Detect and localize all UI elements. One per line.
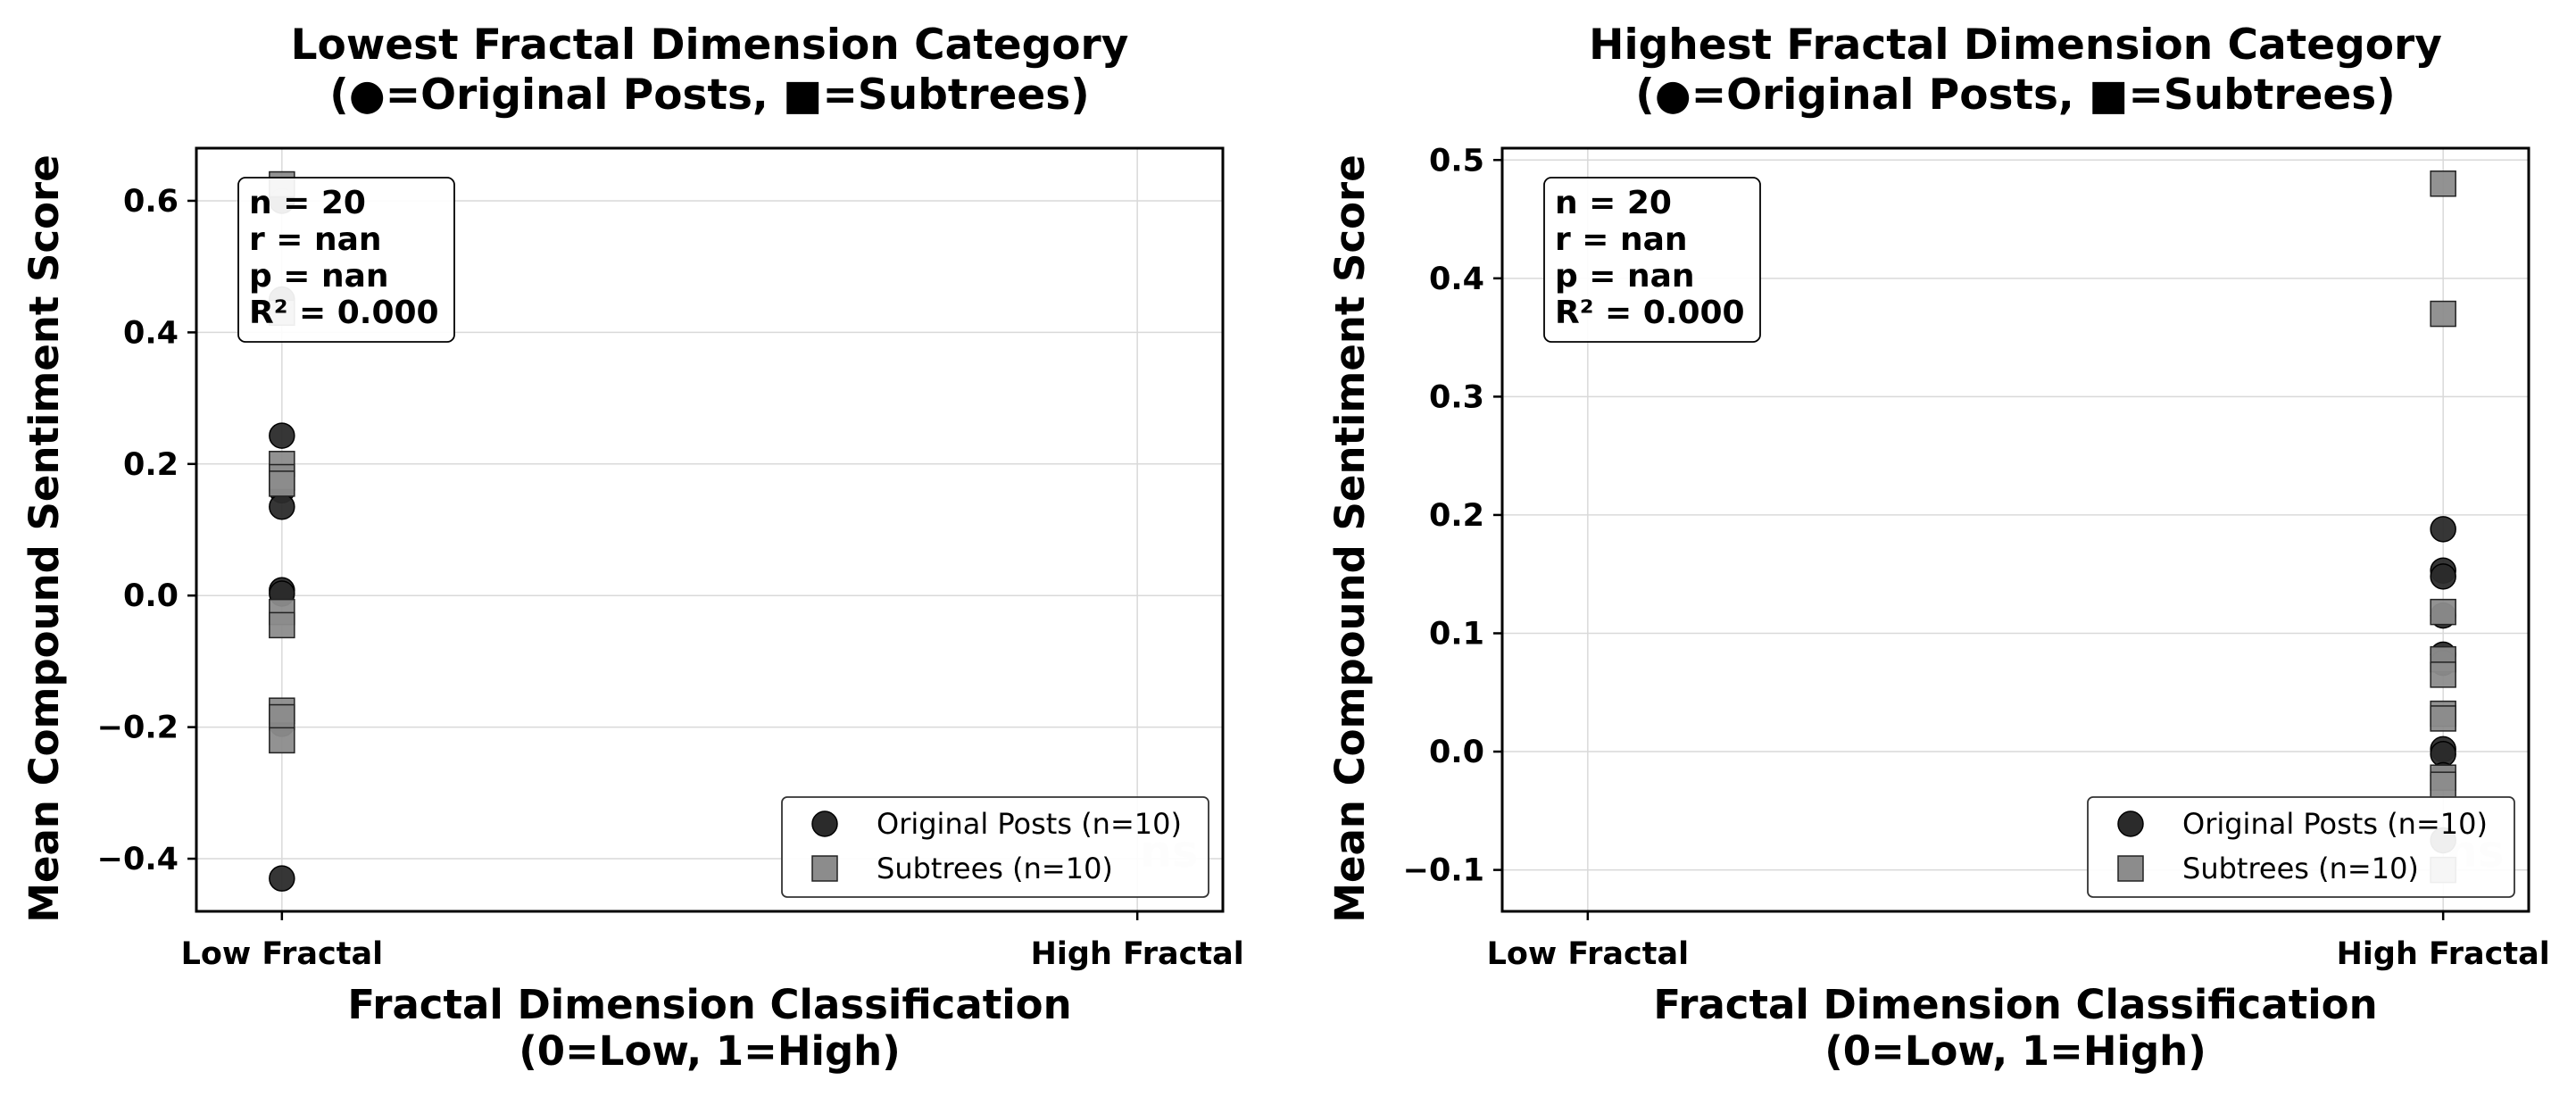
y-tick-label: −0.2	[97, 711, 179, 746]
data-point-original-post	[2430, 563, 2456, 590]
x-tick-label: Low Fractal	[181, 936, 384, 972]
axes-frame	[1500, 146, 2530, 913]
stats-box	[237, 177, 455, 343]
x-axis-label: Fractal Dimension Classification	[347, 981, 1071, 1028]
y-axis-label: Mean Compound Sentiment Score	[1326, 154, 1374, 923]
x-tick-label: Low Fractal	[1487, 936, 1690, 972]
legend: Original Posts (n=10) Subtrees (n=10)	[2087, 796, 2515, 898]
x-axis-label: Fractal Dimension Classification	[1653, 981, 2377, 1028]
data-point-subtree	[269, 470, 295, 497]
legend-marker-square	[811, 855, 838, 882]
stats-line: R² = 0.000	[249, 295, 439, 331]
y-axis-label: Mean Compound Sentiment Score	[21, 154, 68, 923]
x-tick-label: High Fractal	[1031, 936, 1244, 972]
y-tick-label: 0.0	[123, 578, 179, 614]
data-point-subtree	[269, 611, 295, 639]
data-point-subtree	[2430, 705, 2456, 732]
y-tick-label: 0.6	[123, 184, 179, 220]
data-point-original-post	[2430, 516, 2456, 543]
x-tick-label: High Fractal	[2337, 936, 2550, 972]
stats-line: r = nan	[1555, 221, 1688, 258]
data-point-original-post	[269, 493, 295, 520]
x-axis-label-line2: (0=Low, 1=High)	[1824, 1027, 2206, 1075]
legend: Original Posts (n=10) Subtrees (n=10)	[781, 796, 1209, 898]
data-point-subtree	[2430, 661, 2456, 688]
y-tick-label: 0.4	[123, 315, 179, 351]
data-point-subtree	[2430, 598, 2456, 626]
data-point-subtree	[2430, 771, 2456, 798]
stats-box	[1543, 177, 1761, 343]
legend-label: Original Posts (n=10)	[877, 807, 1182, 841]
data-point-subtree	[2430, 170, 2456, 197]
chart-title: Lowest Fractal Dimension Category	[291, 21, 1129, 70]
y-tick-label: −0.1	[1403, 853, 1484, 889]
data-point-subtree	[269, 727, 295, 754]
stats-line: r = nan	[249, 221, 382, 258]
legend-label: Subtrees (n=10)	[2182, 852, 2419, 885]
y-tick-label: 0.5	[1429, 143, 1484, 179]
chart-subtitle: (●=Original Posts, ■=Subtrees)	[1635, 71, 2396, 120]
y-tick-label: 0.2	[1429, 498, 1484, 534]
legend-box	[781, 796, 1209, 898]
axes-frame	[195, 146, 1225, 913]
data-point-original-post	[269, 865, 295, 892]
legend-marker-circle	[2117, 810, 2144, 837]
legend-box	[2087, 796, 2515, 898]
data-point-subtree	[2430, 300, 2456, 328]
y-tick-label: 0.3	[1429, 379, 1484, 415]
y-tick-label: 0.4	[1429, 262, 1484, 297]
stats-line: n = 20	[249, 185, 366, 221]
legend-label: Subtrees (n=10)	[877, 852, 1113, 885]
stats-line: p = nan	[1555, 258, 1695, 295]
data-point-subtree	[269, 703, 295, 731]
chart-subtitle: (●=Original Posts, ■=Subtrees)	[329, 71, 1090, 120]
x-axis-label-line2: (0=Low, 1=High)	[519, 1027, 901, 1075]
stats-line: p = nan	[249, 258, 389, 295]
y-tick-label: −0.4	[97, 842, 179, 877]
data-point-original-post	[269, 422, 295, 449]
y-tick-label: 0.2	[123, 447, 179, 483]
stats-line: n = 20	[1555, 185, 1672, 221]
legend-marker-circle	[811, 810, 838, 837]
y-tick-label: 0.1	[1429, 616, 1484, 652]
legend-marker-square	[2117, 855, 2144, 882]
legend-label: Original Posts (n=10)	[2182, 807, 2488, 841]
chart-title: Highest Fractal Dimension Category	[1589, 21, 2442, 70]
stats-line: R² = 0.000	[1555, 295, 1745, 331]
y-tick-label: 0.0	[1429, 735, 1484, 770]
